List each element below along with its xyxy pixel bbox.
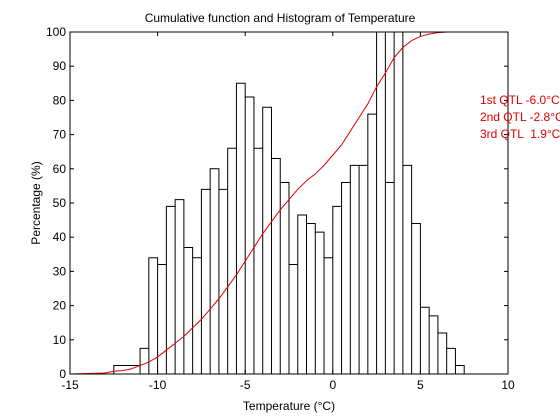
x-tick-label: -10	[149, 378, 167, 392]
x-tick-label: 5	[417, 378, 424, 392]
y-tick-label: 70	[53, 128, 67, 142]
quantile-annotation: 3rd QTL 1.9°C	[480, 127, 560, 141]
y-tick-label: 10	[53, 333, 67, 347]
x-axis-label: Temperature (°C)	[243, 399, 335, 413]
y-tick-label: 80	[53, 93, 67, 107]
x-tick-label: 10	[501, 378, 515, 392]
x-tick-label: -5	[240, 378, 251, 392]
x-tick-label: 0	[329, 378, 336, 392]
y-axis-ticks: 0 10 20 30 40 50 60 70 80 90 100	[46, 25, 508, 381]
y-tick-label: 100	[46, 25, 66, 39]
y-tick-label: 0	[59, 367, 66, 381]
y-tick-label: 40	[53, 230, 67, 244]
y-tick-label: 90	[53, 59, 67, 73]
y-axis-label: Percentage (%)	[29, 161, 43, 244]
cumulative-series	[69, 31, 508, 375]
cumulative-line	[69, 31, 508, 375]
y-tick-label: 30	[53, 264, 67, 278]
y-tick-label: 60	[53, 162, 67, 176]
quantile-annotation: 1st QTL -6.0°C	[480, 93, 560, 107]
x-axis-ticks: -15 -10 -5 0 5 10	[61, 32, 515, 392]
x-tick-label: -15	[61, 378, 79, 392]
y-tick-label: 50	[53, 196, 67, 210]
chart-title: Cumulative function and Histogram of Tem…	[145, 11, 416, 25]
histogram-series	[70, 31, 465, 375]
quantile-annotations: 1st QTL -6.0°C 2nd QTL -2.8°C 3rd QTL 1.9°…	[480, 93, 560, 141]
histogram-outline	[70, 31, 465, 375]
quantile-annotation: 2nd QTL -2.8°C	[480, 110, 560, 124]
y-tick-label: 20	[53, 299, 67, 313]
